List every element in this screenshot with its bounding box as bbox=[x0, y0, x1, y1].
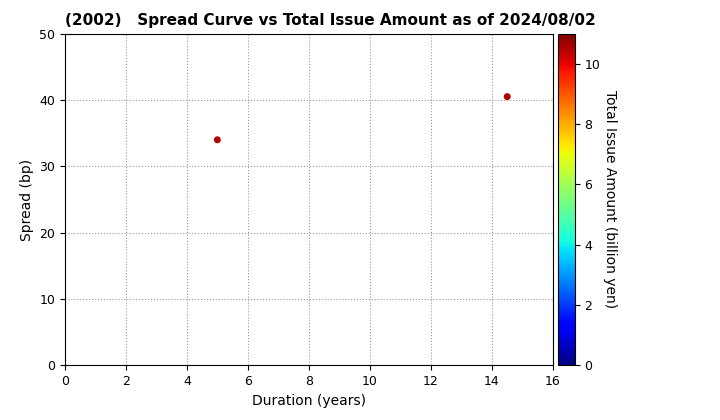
Text: (2002)   Spread Curve vs Total Issue Amount as of 2024/08/02: (2002) Spread Curve vs Total Issue Amoun… bbox=[65, 13, 595, 28]
X-axis label: Duration (years): Duration (years) bbox=[252, 394, 366, 408]
Point bbox=[501, 93, 513, 100]
Y-axis label: Total Issue Amount (billion yen): Total Issue Amount (billion yen) bbox=[603, 90, 617, 309]
Point bbox=[212, 136, 223, 143]
Y-axis label: Spread (bp): Spread (bp) bbox=[19, 158, 34, 241]
